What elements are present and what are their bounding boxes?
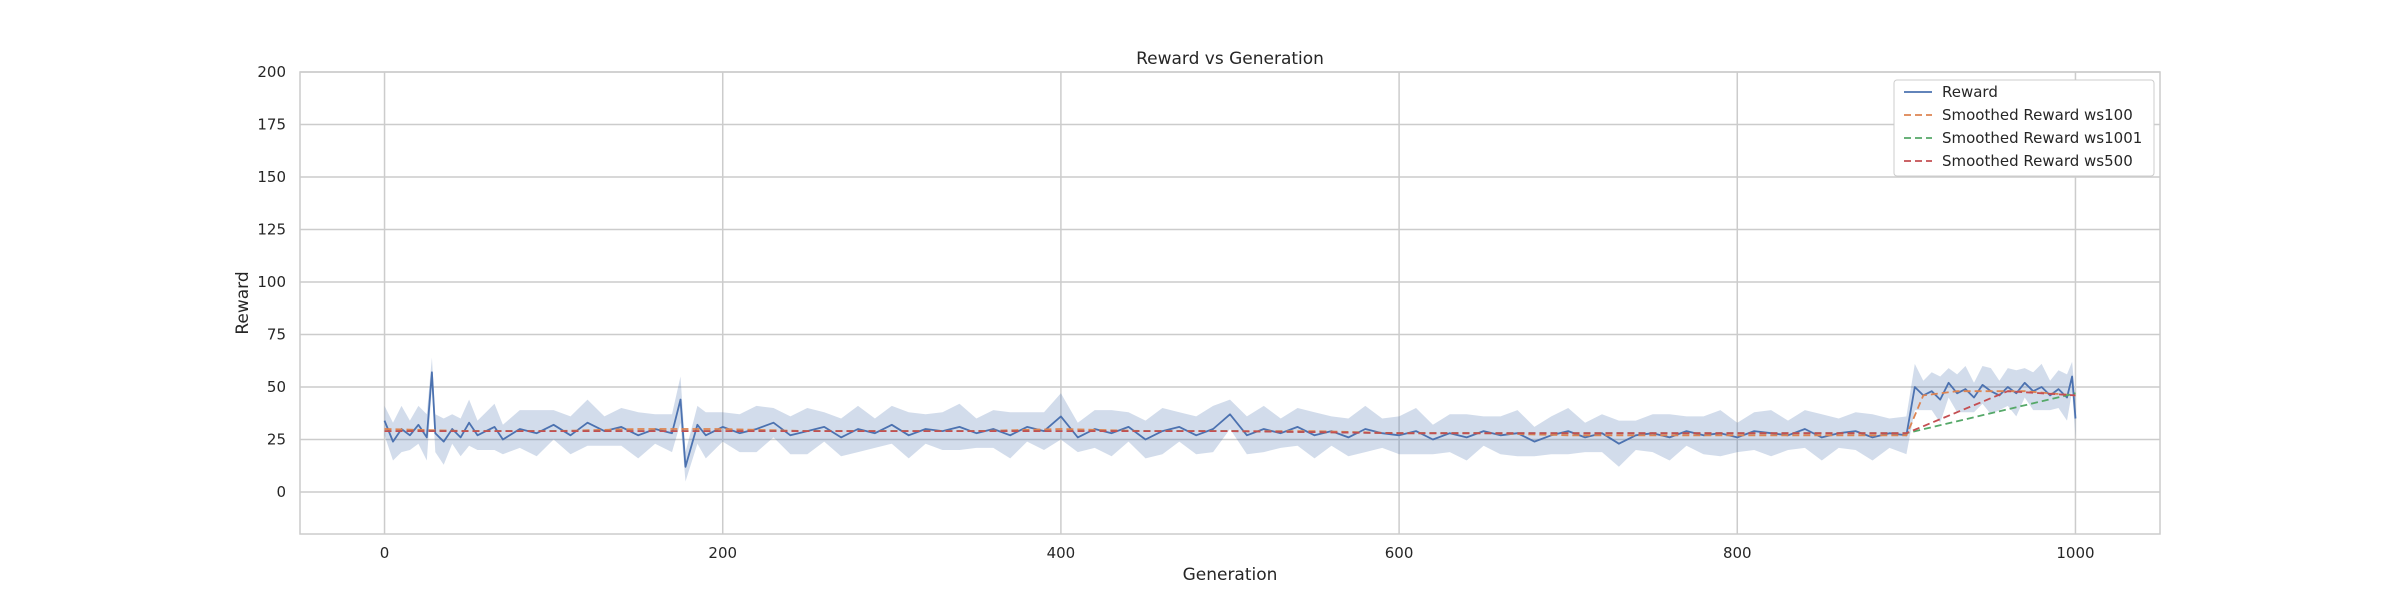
y-tick-label: 150	[257, 168, 286, 186]
chart-title: Reward vs Generation	[1136, 49, 1324, 69]
series-line-smoothed-reward-ws500	[384, 390, 2076, 435]
reward-band	[384, 357, 2076, 482]
x-tick-label: 0	[380, 544, 390, 562]
x-tick-label: 800	[1723, 544, 1752, 562]
legend-label: Smoothed Reward ws1001	[1942, 129, 2142, 147]
y-tick-label: 0	[276, 483, 286, 501]
y-ticks: 0 25 50 75 100 125 150 175 200	[257, 63, 286, 501]
y-tick-label: 75	[267, 326, 286, 344]
y-axis-label: Reward	[233, 271, 253, 334]
x-axis-label: Generation	[1183, 565, 1278, 585]
legend-box	[1893, 79, 2155, 177]
y-tick-label: 100	[257, 273, 286, 291]
reward-confidence-band	[384, 357, 2076, 482]
y-tick-label: 50	[267, 378, 286, 396]
x-tick-label: 1000	[2056, 544, 2094, 562]
plot-area	[299, 71, 2161, 535]
x-tick-label: 200	[708, 544, 737, 562]
x-ticks: 0 200 400 600 800 1000	[380, 544, 2095, 562]
y-tick-label: 200	[257, 63, 286, 81]
y-tick-label: 25	[267, 431, 286, 449]
series-line-reward	[383, 371, 2077, 468]
x-tick-label: 600	[1385, 544, 1414, 562]
legend-label: Smoothed Reward ws500	[1942, 152, 2133, 170]
y-tick-label: 125	[257, 221, 286, 239]
legend: Reward Smoothed Reward ws100 Smoothed Rewa…	[1893, 79, 2155, 177]
series-lines	[383, 371, 2077, 468]
x-tick-label: 400	[1047, 544, 1076, 562]
legend-label: Smoothed Reward ws100	[1942, 106, 2133, 124]
y-tick-label: 175	[257, 116, 286, 134]
legend-label: Reward	[1942, 83, 1998, 101]
